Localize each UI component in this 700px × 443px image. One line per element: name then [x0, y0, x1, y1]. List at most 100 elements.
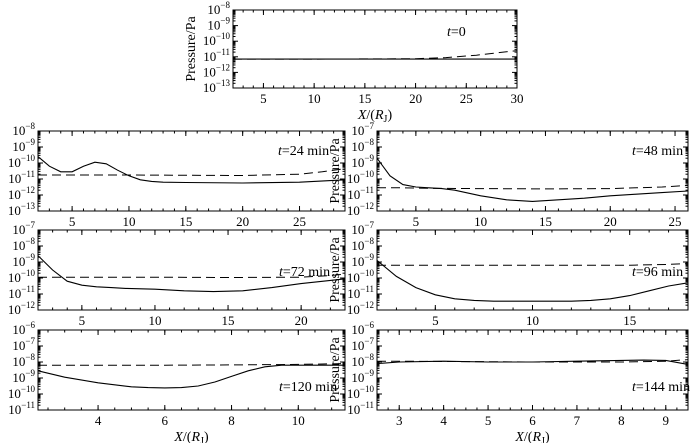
p144-xtick-label: 3	[396, 413, 403, 428]
p144-ytick-label: 10−7	[351, 336, 374, 353]
p96-ytick-label: 10−7	[351, 220, 374, 237]
p72-y-axis-label: Pressure/Pa	[0, 237, 4, 303]
p96-ytick-label: 10−10	[347, 268, 375, 285]
p48-series-solid-line	[376, 157, 689, 202]
p24-xtick-label: 25	[293, 214, 306, 229]
p48-xtick-label: 10	[474, 214, 487, 229]
p24-ytick-label: 10−9	[12, 137, 35, 154]
p96-ytick-label: 10−12	[347, 300, 374, 317]
p72-series-solid-line	[37, 255, 346, 293]
p48-series-dashed-line	[377, 184, 689, 190]
p48-plot-frame	[376, 130, 689, 212]
p0-ytick-label: 10−11	[203, 47, 230, 64]
p0-xtick-label: 5	[260, 91, 267, 106]
p72-ytick-label: 10−8	[12, 236, 35, 253]
p72-ytick-label: 10−10	[8, 268, 36, 285]
p144-xtick-label: 9	[663, 413, 670, 428]
p120-xtick-label: 4	[95, 413, 102, 428]
p24-series-solid-line	[37, 156, 346, 184]
p120-plot-frame	[37, 329, 346, 411]
p120-xtick-label: 6	[162, 413, 169, 428]
p24-ytick-label: 10−12	[8, 185, 35, 202]
p0-xtick-label: 10	[308, 91, 321, 106]
p96-series-dashed-line	[377, 263, 689, 266]
p0-plot-frame	[232, 9, 518, 89]
p120-time-label: t=120 min	[279, 380, 337, 395]
p48-ytick-label: 10−9	[351, 153, 374, 170]
p120-ytick-label: 10−9	[12, 368, 35, 385]
p96-ytick-label: 10−8	[351, 236, 374, 253]
p120-ytick-label: 10−6	[12, 320, 35, 337]
p120-ytick-label: 10−8	[12, 352, 35, 369]
p24-y-axis-label: Pressure/Pa	[0, 138, 4, 204]
p48-ytick-label: 10−12	[347, 201, 374, 218]
p120-ytick-label: 10−10	[8, 384, 36, 401]
p48-ytick-label: 10−11	[347, 185, 374, 202]
p72-xtick-label: 10	[148, 313, 161, 328]
p144-ytick-label: 10−6	[351, 320, 374, 337]
p48-xtick-label: 5	[413, 214, 420, 229]
p144-plot-frame	[376, 329, 689, 411]
p120-ytick-label: 10−11	[8, 400, 35, 417]
p72-ytick-label: 10−9	[12, 252, 35, 269]
p72-ytick-label: 10−7	[12, 220, 35, 237]
p0-y-axis-label: Pressure/Pa	[184, 16, 199, 82]
p72-xtick-label: 20	[295, 313, 308, 328]
p144-ytick-label: 10−9	[351, 368, 374, 385]
p144-xtick-label: 8	[618, 413, 625, 428]
p72-ytick-label: 10−12	[8, 300, 35, 317]
p0-ytick-label: 10−10	[203, 31, 231, 48]
p72-time-label: t=72 min	[279, 265, 330, 280]
p0-x-axis-label: X/(RJ)	[357, 108, 393, 125]
p96-series-solid-line	[376, 259, 689, 302]
p72-series-dashed-line	[38, 273, 346, 279]
p96-ytick-label: 10−11	[347, 284, 374, 301]
p144-ytick-label: 10−8	[351, 352, 374, 369]
p0-xtick-label: 15	[358, 91, 371, 106]
p0-xtick-label: 20	[409, 91, 422, 106]
p0-ytick-label: 10−13	[203, 78, 231, 95]
p48-y-axis-label: Pressure/Pa	[328, 138, 343, 204]
p144-xtick-label: 6	[529, 413, 536, 428]
p120-y-axis-label: Pressure/Pa	[0, 337, 4, 403]
p0-ytick-label: 10−8	[207, 0, 230, 17]
p144-x-axis-label: X/(RJ)	[514, 430, 550, 443]
p96-xtick-label: 5	[432, 313, 439, 328]
p0-time-label: t=0	[447, 25, 466, 40]
p144-ytick-label: 10−10	[347, 384, 375, 401]
p48-ytick-label: 10−10	[347, 169, 375, 186]
p24-time-label: t=24 min	[278, 144, 329, 159]
p72-ytick-label: 10−11	[8, 284, 35, 301]
p24-ytick-label: 10−8	[12, 121, 35, 138]
p48-xtick-label: 25	[669, 214, 682, 229]
p24-xtick-label: 10	[122, 214, 135, 229]
p0-series-dashed-line	[233, 50, 518, 60]
p48-xtick-label: 20	[604, 214, 617, 229]
p24-series-dashed-line	[38, 168, 346, 177]
p120-xtick-label: 10	[292, 413, 305, 428]
p72-xtick-label: 5	[79, 313, 86, 328]
p24-xtick-label: 20	[236, 214, 249, 229]
p144-xtick-label: 5	[485, 413, 492, 428]
p24-xtick-label: 5	[69, 214, 76, 229]
p144-xtick-label: 4	[440, 413, 447, 428]
p24-ytick-label: 10−11	[8, 169, 35, 186]
p96-y-axis-label: Pressure/Pa	[328, 237, 343, 303]
p24-ytick-label: 10−10	[8, 153, 36, 170]
p48-time-label: t=48 min	[632, 144, 683, 159]
p120-xtick-label: 8	[228, 413, 235, 428]
p144-series-dashed-line	[377, 359, 689, 363]
p48-ytick-label: 10−8	[351, 137, 374, 154]
p96-xtick-label: 15	[623, 313, 636, 328]
p48-ytick-label: 10−7	[351, 121, 374, 138]
p0-xtick-label: 30	[511, 91, 524, 106]
p120-ytick-label: 10−7	[12, 336, 35, 353]
